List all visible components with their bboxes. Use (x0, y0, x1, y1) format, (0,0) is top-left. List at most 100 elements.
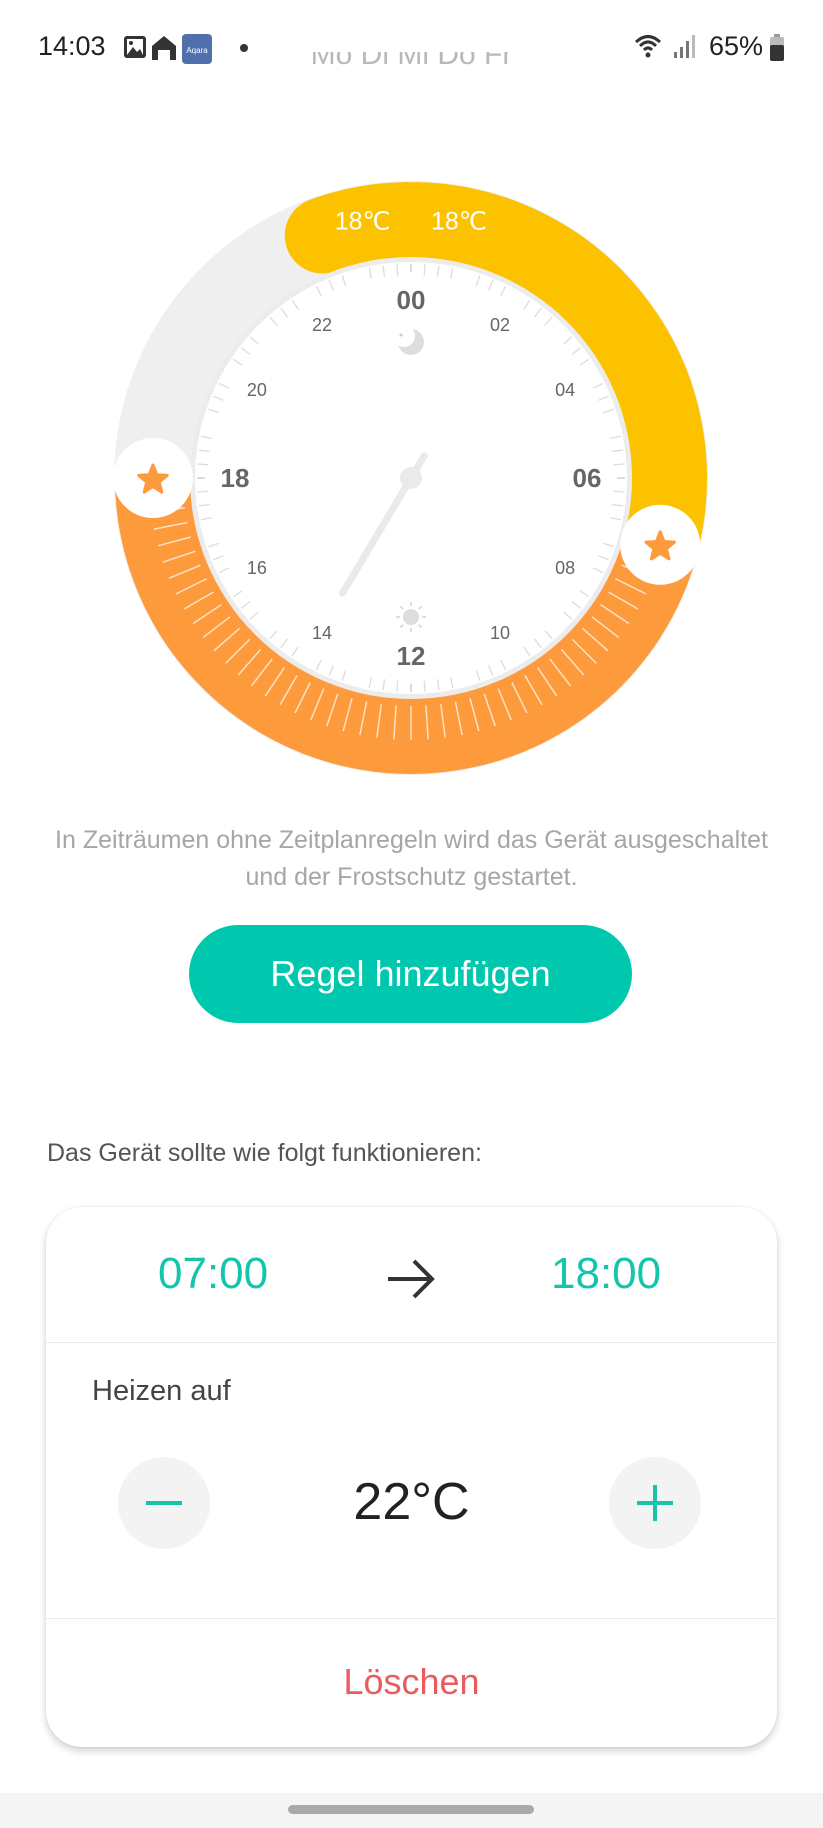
hour-label-12: 12 (397, 641, 426, 671)
dial-tick (423, 680, 426, 692)
dial-tick (500, 285, 507, 297)
segment-tick (157, 536, 191, 547)
hour-label-00: 00 (397, 285, 426, 315)
decrease-temp-button[interactable] (118, 1457, 210, 1549)
segment-drag-handle[interactable] (113, 438, 193, 518)
segment-temperature-label: 18℃ (431, 207, 487, 235)
dial-tick (213, 555, 224, 561)
sun-core (403, 609, 419, 625)
segment-tick (425, 705, 429, 740)
schedule-dial[interactable]: 18℃ 18℃ 00 06 12 18 02 04 08 10 14 16 20 22 (0, 0, 823, 800)
segment-tick (342, 698, 353, 732)
dial-tick (198, 449, 210, 453)
segment-tick (524, 675, 543, 706)
rule-end-time[interactable]: 18:00 (551, 1249, 662, 1298)
status-time: 14:03 (38, 31, 106, 61)
dial-tick (500, 659, 507, 671)
segment-tick (560, 648, 585, 676)
divider (46, 1618, 777, 1619)
mode-label: Heizen auf (92, 1375, 231, 1407)
increase-temp-button[interactable] (609, 1457, 701, 1549)
segment-tick (162, 550, 196, 563)
dial-tick (240, 601, 251, 609)
clock-hand-pivot (400, 467, 422, 489)
status-system-icons (634, 35, 695, 58)
dial-tick (563, 611, 573, 620)
signal-icon (674, 35, 695, 58)
battery-icon (770, 34, 784, 61)
segment-tick (511, 682, 528, 714)
add-rule-button[interactable]: Regel hinzufügen (189, 925, 632, 1023)
dial-tick (269, 630, 278, 640)
dial-tick (488, 665, 494, 676)
dial-tick (609, 435, 622, 440)
dial-tick (291, 299, 299, 310)
segment-tick (264, 667, 285, 697)
segment-tick (376, 703, 382, 738)
hour-label-04: 04 (555, 380, 575, 400)
hour-label-06: 06 (573, 463, 602, 493)
sun-ray (399, 624, 404, 629)
dial-tick (232, 590, 243, 598)
minus-icon (146, 1501, 182, 1505)
dial-tick (579, 590, 590, 598)
segment-tick (537, 667, 558, 697)
dial-tick (612, 503, 624, 507)
dial-tick (396, 680, 399, 692)
gallery-icon (124, 36, 146, 58)
sun-icon (396, 602, 426, 632)
frost-protection-note: In Zeiträumen ohne Zeitplanregeln wird d… (55, 826, 768, 891)
segment-tick (326, 693, 339, 727)
segment-tick (153, 521, 188, 530)
dial-tick (571, 347, 582, 355)
dial-tick (269, 316, 278, 326)
status-notification-icons: Aqara (124, 34, 248, 64)
dial-tick (200, 435, 213, 440)
dial-tick (613, 463, 625, 466)
dial-tick (291, 646, 299, 657)
segment-tick (600, 604, 630, 625)
rule-start-time[interactable]: 07:00 (158, 1249, 269, 1298)
hour-label-22: 22 (312, 315, 332, 335)
segment-temperature-label: 18℃ (335, 207, 391, 235)
home-gesture-handle[interactable] (288, 1805, 534, 1814)
sun-ray (418, 624, 423, 629)
segment-drag-handle[interactable] (620, 504, 701, 585)
segment-tick (591, 616, 620, 639)
sun-ray (418, 605, 423, 610)
dial-tick (612, 449, 624, 453)
dial-tick (208, 542, 219, 548)
dial-tick (613, 490, 625, 493)
segment-tick (250, 658, 273, 687)
dial-tick (200, 516, 213, 521)
hour-label-02: 02 (490, 315, 510, 335)
dial-tick (382, 679, 386, 691)
star-icon (137, 463, 169, 494)
segment-tick (549, 658, 572, 687)
dial-tick (449, 267, 454, 280)
battery-percent: 65% (708, 31, 763, 61)
hour-label-18: 18 (221, 463, 250, 493)
dial-tick (280, 307, 288, 318)
aqara-app-icon: Aqara (182, 34, 212, 64)
segment-tick (483, 693, 496, 727)
hour-label-14: 14 (312, 623, 332, 643)
segment-tick (615, 578, 647, 595)
dial-tick (598, 555, 609, 561)
dial-tick (488, 280, 494, 291)
dial-tick (328, 665, 334, 676)
delete-button[interactable]: Löschen (343, 1661, 480, 1702)
segment-tick (469, 698, 480, 732)
dial-tick (534, 307, 542, 318)
dial-tick (449, 676, 454, 689)
dial-tick (382, 265, 386, 277)
segment-tick (608, 591, 639, 610)
hour-label-08: 08 (555, 558, 575, 578)
dial-tick (523, 646, 531, 657)
schedule-segment-1[interactable] (378, 182, 707, 583)
dial-tick (328, 280, 334, 291)
segment-tick (192, 604, 222, 625)
dial-tick (208, 408, 219, 414)
wifi-icon (634, 35, 662, 52)
dial-tick (368, 676, 373, 689)
